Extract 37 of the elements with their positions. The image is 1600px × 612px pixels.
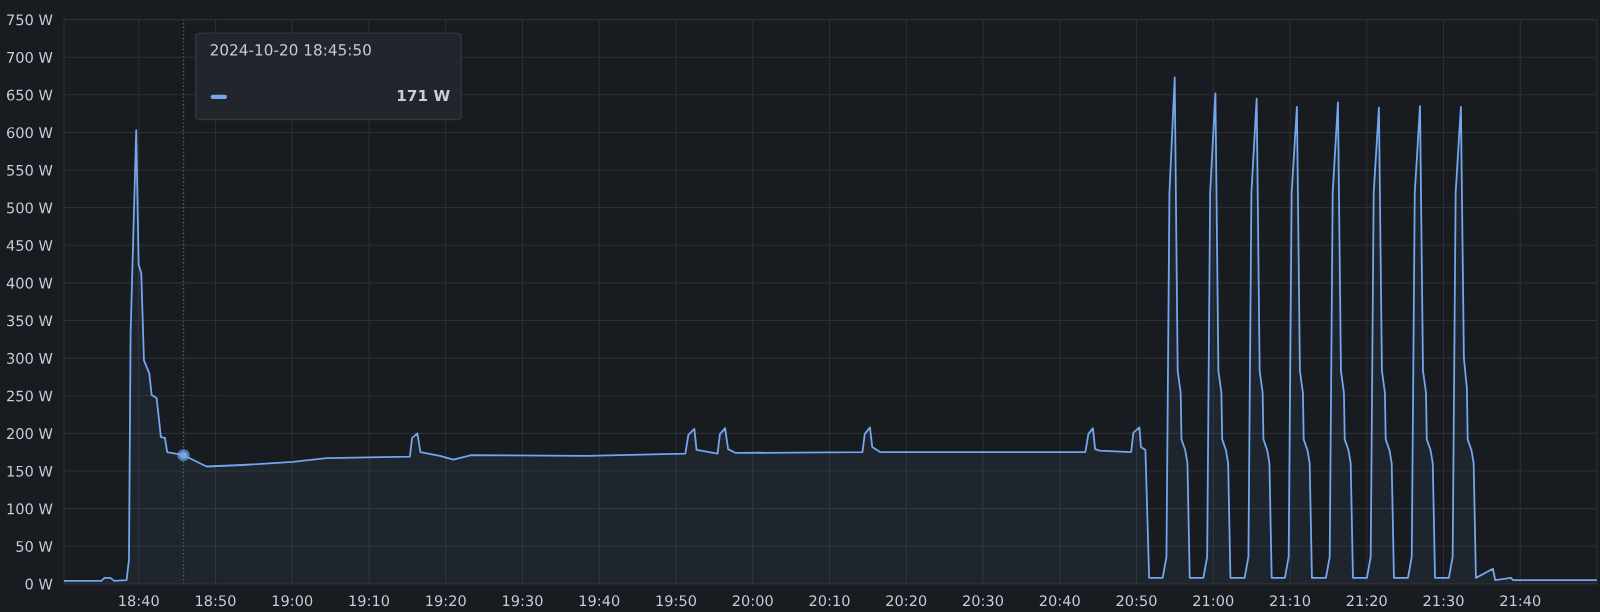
x-tick-label: 20:10 <box>809 595 850 607</box>
annotation: 171 W <box>397 89 450 102</box>
y-tick-label: 50 W <box>16 540 53 552</box>
y-tick-label: 0 W <box>25 578 53 590</box>
x-tick-label: 20:20 <box>886 595 927 607</box>
x-tick-label: 19:40 <box>579 595 620 607</box>
x-tick-label: 19:10 <box>349 595 390 607</box>
y-tick-label: 750 W <box>7 14 53 26</box>
x-tick-label: 20:30 <box>963 595 1004 607</box>
x-tick-label: 18:50 <box>196 595 236 607</box>
x-tick-label: 21:00 <box>1193 595 1234 607</box>
y-tick-label: 150 W <box>7 465 53 477</box>
y-tick-label: 250 W <box>7 390 53 402</box>
x-tick-label: 21:40 <box>1500 595 1541 607</box>
y-tick-label: 500 W <box>7 202 53 214</box>
y-tick-label: 550 W <box>7 164 53 176</box>
x-tick-label: 19:30 <box>503 595 543 607</box>
x-tick-label: 21:30 <box>1423 595 1464 607</box>
x-tick-label: 20:00 <box>732 595 773 607</box>
x-tick-label: 20:40 <box>1039 595 1080 607</box>
y-tick-label: 450 W <box>6 240 53 252</box>
y-tick-label: 650 W <box>7 89 53 101</box>
y-tick-label: 100 W <box>7 503 53 515</box>
x-tick-label: 20:50 <box>1116 595 1157 607</box>
x-tick-label: 21:20 <box>1346 595 1387 607</box>
x-tick-label: 19:20 <box>426 595 466 607</box>
y-tick-label: 600 W <box>7 127 53 139</box>
y-tick-label: 700 W <box>7 51 53 63</box>
x-tick-label: 19:00 <box>272 595 313 607</box>
x-tick-label: 19:50 <box>656 595 697 607</box>
x-tick-label: 18:40 <box>119 595 159 607</box>
y-tick-label: 400 W <box>6 277 53 289</box>
y-tick-label: 350 W <box>7 315 53 327</box>
annotation: 2024-10-20 18:45:50 <box>210 44 371 56</box>
x-tick-label: 21:10 <box>1270 595 1311 607</box>
y-tick-label: 300 W <box>7 352 53 364</box>
y-tick-label: 200 W <box>7 428 53 440</box>
